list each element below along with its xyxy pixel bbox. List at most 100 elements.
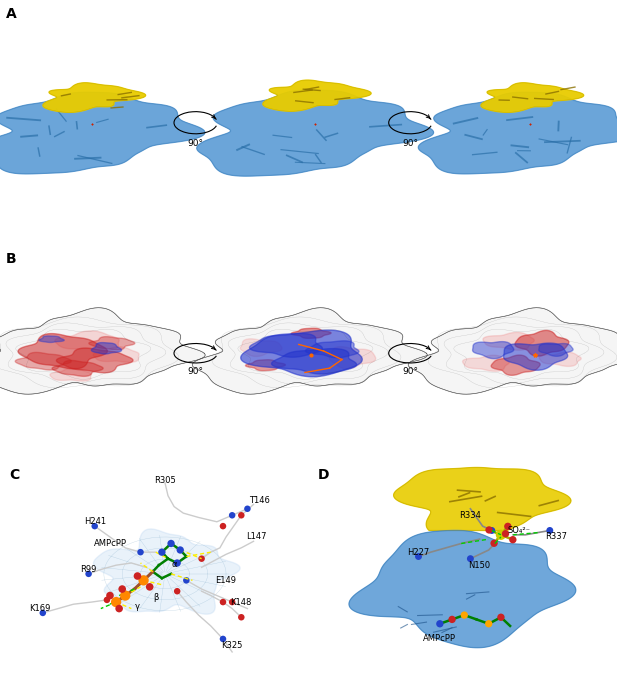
Text: R337: R337 — [545, 532, 567, 542]
Point — [227, 510, 237, 521]
Point — [489, 538, 499, 549]
Point — [435, 618, 445, 629]
Point — [114, 603, 124, 614]
Polygon shape — [241, 330, 362, 377]
Polygon shape — [263, 80, 371, 111]
Text: R334: R334 — [460, 511, 481, 520]
Polygon shape — [249, 334, 323, 357]
Point — [496, 612, 506, 622]
Point — [84, 568, 94, 579]
Point — [111, 597, 121, 607]
Text: R99: R99 — [80, 565, 97, 574]
Polygon shape — [91, 342, 122, 354]
Point — [218, 521, 228, 532]
Text: α: α — [172, 560, 177, 570]
Point — [465, 553, 475, 564]
Text: B: B — [6, 252, 17, 266]
Polygon shape — [349, 530, 576, 647]
Point — [503, 521, 513, 532]
Point — [545, 525, 555, 536]
Polygon shape — [539, 352, 581, 366]
Text: N150: N150 — [468, 561, 491, 570]
Point — [175, 544, 185, 555]
Point — [236, 612, 246, 622]
Point — [496, 530, 506, 540]
Text: L147: L147 — [246, 532, 267, 542]
Polygon shape — [50, 368, 91, 381]
Polygon shape — [394, 468, 571, 530]
Text: K325: K325 — [222, 641, 243, 650]
Text: K148: K148 — [231, 597, 252, 607]
Point — [136, 546, 146, 557]
Point — [413, 551, 423, 562]
Polygon shape — [0, 308, 205, 394]
Polygon shape — [539, 344, 573, 357]
Point — [102, 595, 112, 605]
Point — [157, 546, 167, 557]
Polygon shape — [43, 83, 146, 113]
Point — [145, 582, 155, 593]
Polygon shape — [305, 341, 359, 358]
Polygon shape — [291, 328, 331, 338]
Text: SO₄²⁻: SO₄²⁻ — [508, 526, 531, 535]
Text: A: A — [6, 7, 17, 22]
Point — [447, 614, 457, 625]
Polygon shape — [56, 348, 133, 373]
Polygon shape — [52, 361, 103, 376]
Text: γ: γ — [135, 601, 140, 611]
Polygon shape — [473, 342, 514, 359]
Point — [181, 575, 191, 586]
Point — [117, 584, 127, 595]
Point — [166, 538, 176, 549]
Point — [459, 610, 469, 620]
Text: T146: T146 — [249, 496, 270, 504]
Polygon shape — [246, 360, 286, 371]
Point — [236, 510, 246, 521]
Text: AMPcPP: AMPcPP — [94, 539, 126, 548]
Point — [484, 618, 494, 629]
Polygon shape — [240, 339, 282, 357]
Text: H227: H227 — [407, 548, 429, 557]
Polygon shape — [481, 83, 584, 113]
Text: AMPcPP: AMPcPP — [423, 635, 457, 643]
Point — [218, 597, 228, 607]
Text: β: β — [153, 593, 159, 602]
Point — [227, 597, 237, 607]
Text: E149: E149 — [215, 576, 236, 585]
Point — [218, 633, 228, 644]
Point — [133, 571, 143, 582]
Text: 90°: 90° — [188, 367, 204, 376]
Point — [105, 590, 115, 601]
Text: 90°: 90° — [402, 367, 418, 376]
Polygon shape — [93, 529, 240, 614]
Polygon shape — [329, 346, 376, 369]
Polygon shape — [463, 355, 509, 372]
Text: D: D — [318, 468, 329, 481]
Polygon shape — [15, 353, 72, 370]
Polygon shape — [271, 348, 357, 374]
Point — [484, 525, 494, 536]
Point — [38, 607, 48, 618]
Polygon shape — [515, 330, 569, 356]
Polygon shape — [89, 337, 135, 350]
Point — [90, 521, 100, 532]
Polygon shape — [93, 346, 139, 362]
Polygon shape — [193, 308, 428, 394]
Point — [487, 525, 497, 536]
Point — [197, 553, 207, 564]
Polygon shape — [483, 332, 534, 351]
Polygon shape — [197, 90, 434, 176]
Point — [172, 586, 182, 597]
Polygon shape — [18, 334, 107, 369]
Point — [139, 575, 149, 586]
Text: R305: R305 — [154, 476, 176, 485]
Point — [120, 590, 130, 601]
Text: 90°: 90° — [402, 139, 418, 148]
Text: C: C — [9, 468, 20, 481]
Polygon shape — [503, 343, 568, 370]
Text: H241: H241 — [84, 517, 106, 526]
Polygon shape — [408, 308, 617, 394]
Polygon shape — [491, 355, 540, 376]
Point — [172, 557, 182, 568]
Polygon shape — [55, 331, 119, 350]
